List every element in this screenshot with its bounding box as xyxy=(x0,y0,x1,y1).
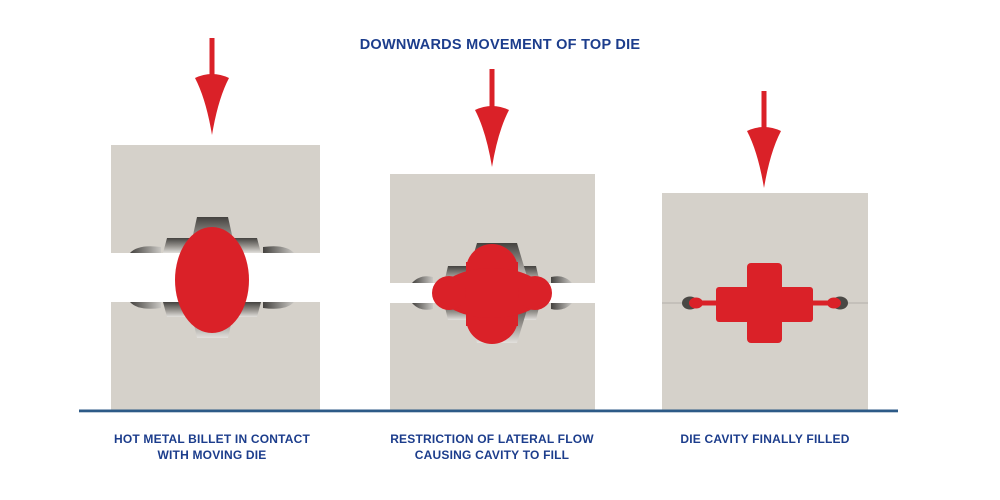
page-title: DOWNWARDS MOVEMENT OF TOP DIE xyxy=(359,37,641,53)
stage-2-caption: RESTRICTION OF LATERAL FLOW CAUSING CAVI… xyxy=(340,431,644,463)
caption-line: HOT METAL BILLET IN CONTACT xyxy=(113,432,311,446)
caption-line: RESTRICTION OF LATERAL FLOW xyxy=(390,432,594,446)
caption-line: WITH MOVING DIE xyxy=(157,448,267,462)
stage-3-graphic xyxy=(662,91,868,410)
stage-2-graphic xyxy=(390,69,595,410)
hot-metal-spreading xyxy=(432,244,552,344)
base-line xyxy=(79,409,898,413)
down-arrow-icon xyxy=(475,69,509,167)
hot-metal-billet xyxy=(175,227,249,333)
down-arrow-icon xyxy=(747,91,781,188)
stage-1-graphic xyxy=(111,38,320,410)
caption-line: CAUSING CAVITY TO FILL xyxy=(414,448,570,462)
caption-line: DIE CAVITY FINALLY FILLED xyxy=(680,432,850,446)
filled-cavity-metal xyxy=(716,263,813,343)
down-arrow-icon xyxy=(195,38,229,135)
stage-3-caption: DIE CAVITY FINALLY FILLED xyxy=(613,431,917,447)
flash-metal xyxy=(689,297,841,309)
stage-1-caption: HOT METAL BILLET IN CONTACT WITH MOVING … xyxy=(60,431,364,463)
